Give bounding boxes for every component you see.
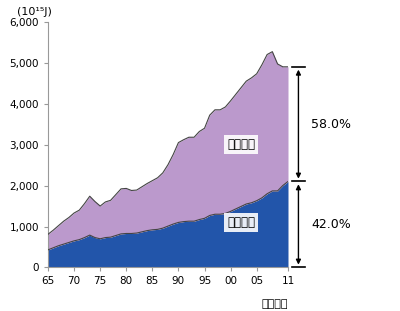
Text: 58.0%: 58.0% xyxy=(312,118,352,131)
Text: 家庭部門: 家庭部門 xyxy=(227,216,255,229)
Text: （年度）: （年度） xyxy=(262,299,288,309)
Text: 42.0%: 42.0% xyxy=(312,218,351,231)
Text: (10¹⁵J): (10¹⁵J) xyxy=(17,7,52,17)
Text: 業務部門: 業務部門 xyxy=(227,138,255,151)
